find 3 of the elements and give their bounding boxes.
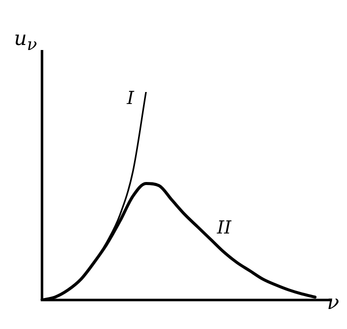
y-axis-title: u$_{ν}$: [14, 26, 38, 54]
series-label: I: [126, 88, 135, 109]
series-label: II: [216, 218, 232, 239]
